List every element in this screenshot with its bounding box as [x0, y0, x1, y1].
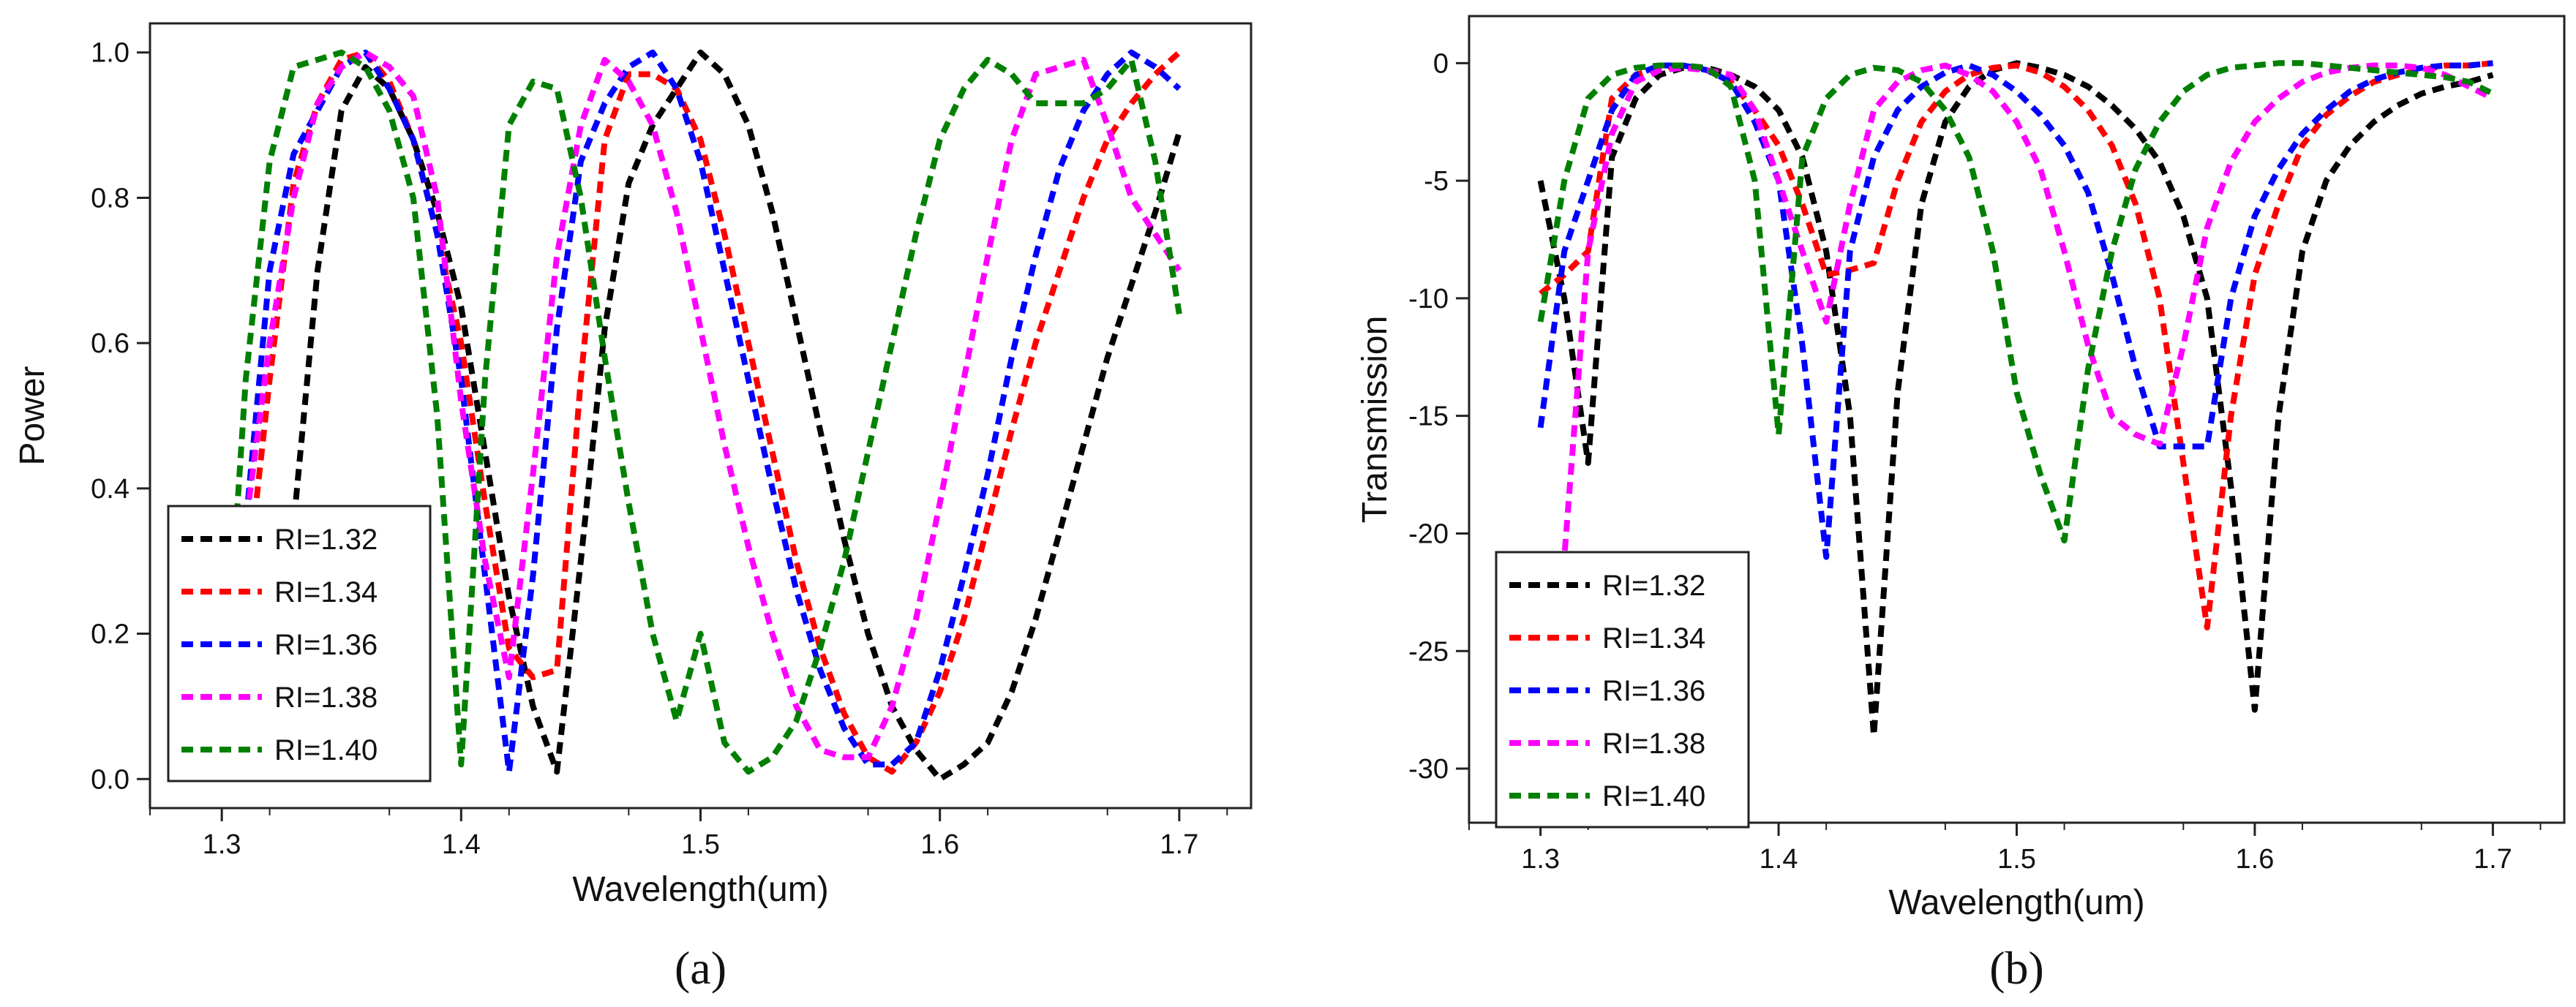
series-line-136	[1537, 60, 2493, 560]
y-tick-label: -10	[1408, 284, 1449, 314]
x-tick-label: 1.6	[2236, 844, 2275, 875]
series-group	[219, 49, 1182, 782]
y-axis-label: Transmission	[1356, 316, 1394, 524]
panel-label: (b)	[1989, 942, 2044, 994]
legend-label: RI=1.36	[1602, 675, 1705, 707]
y-tick-label: -30	[1408, 754, 1449, 785]
x-tick-label: 1.7	[2474, 844, 2512, 875]
legend-label: RI=1.36	[274, 629, 378, 661]
y-tick-label: 0.6	[91, 328, 129, 359]
legend: RI=1.32 RI=1.34 RI=1.36 RI=1.38 RI=1.40	[167, 505, 432, 782]
series-line-132	[266, 49, 1182, 782]
legend: RI=1.32 RI=1.34 RI=1.36 RI=1.38 RI=1.40	[1495, 551, 1750, 829]
y-tick-label: 0.2	[91, 619, 129, 650]
x-tick-label: 1.3	[1521, 844, 1560, 875]
x-tick-label: 1.3	[203, 829, 241, 860]
x-axis-label: Wavelength(um)	[572, 870, 828, 909]
y-tick-label: -15	[1408, 401, 1449, 432]
chart-panel-a: 1.3 1.4 1.5 1.6 1.7 0.0 0.2 0.4 0.6 0.8 1.0 Wavelen…	[13, 22, 1253, 994]
legend-label: RI=1.38	[274, 682, 378, 714]
legend-label: RI=1.38	[1602, 728, 1705, 760]
series-line-134	[1539, 60, 2493, 631]
x-tick-label: 1.4	[442, 829, 481, 860]
chart-panel-b: 1.3 1.4 1.5 1.6 1.7 0 -5 -10 -15 -20 -25 -30 Wavelen…	[1356, 15, 2566, 994]
y-tick-label: 1.0	[91, 38, 129, 69]
y-tick-label: -20	[1408, 518, 1449, 549]
legend-label: RI=1.32	[274, 524, 378, 556]
y-tick-label: 0.0	[91, 764, 129, 795]
y-tick-label: 0	[1433, 48, 1449, 79]
panel-label: (a)	[675, 942, 726, 994]
x-tick-label: 1.5	[1997, 844, 2036, 875]
legend-label: RI=1.32	[1602, 570, 1705, 602]
series-group	[1537, 60, 2495, 816]
y-tick-label: 0.4	[91, 474, 129, 505]
series-line-140	[219, 49, 1182, 775]
legend-label: RI=1.40	[274, 734, 378, 766]
x-tick-label: 1.5	[681, 829, 720, 860]
x-tick-label: 1.7	[1160, 829, 1198, 860]
y-tick-label: -25	[1408, 636, 1449, 667]
y-tick-label: 0.8	[91, 183, 129, 214]
legend-label: RI=1.34	[274, 576, 378, 608]
legend-label: RI=1.40	[1602, 780, 1705, 812]
y-tick-label: -5	[1424, 166, 1449, 197]
series-line-136	[219, 49, 1182, 775]
x-tick-label: 1.6	[920, 829, 959, 860]
x-axis-label: Wavelength(um)	[1888, 883, 2144, 922]
y-axis-label: Power	[13, 366, 52, 465]
x-tick-label: 1.4	[1760, 844, 1798, 875]
legend-label: RI=1.34	[1602, 622, 1705, 655]
series-line-140	[1537, 60, 2495, 544]
